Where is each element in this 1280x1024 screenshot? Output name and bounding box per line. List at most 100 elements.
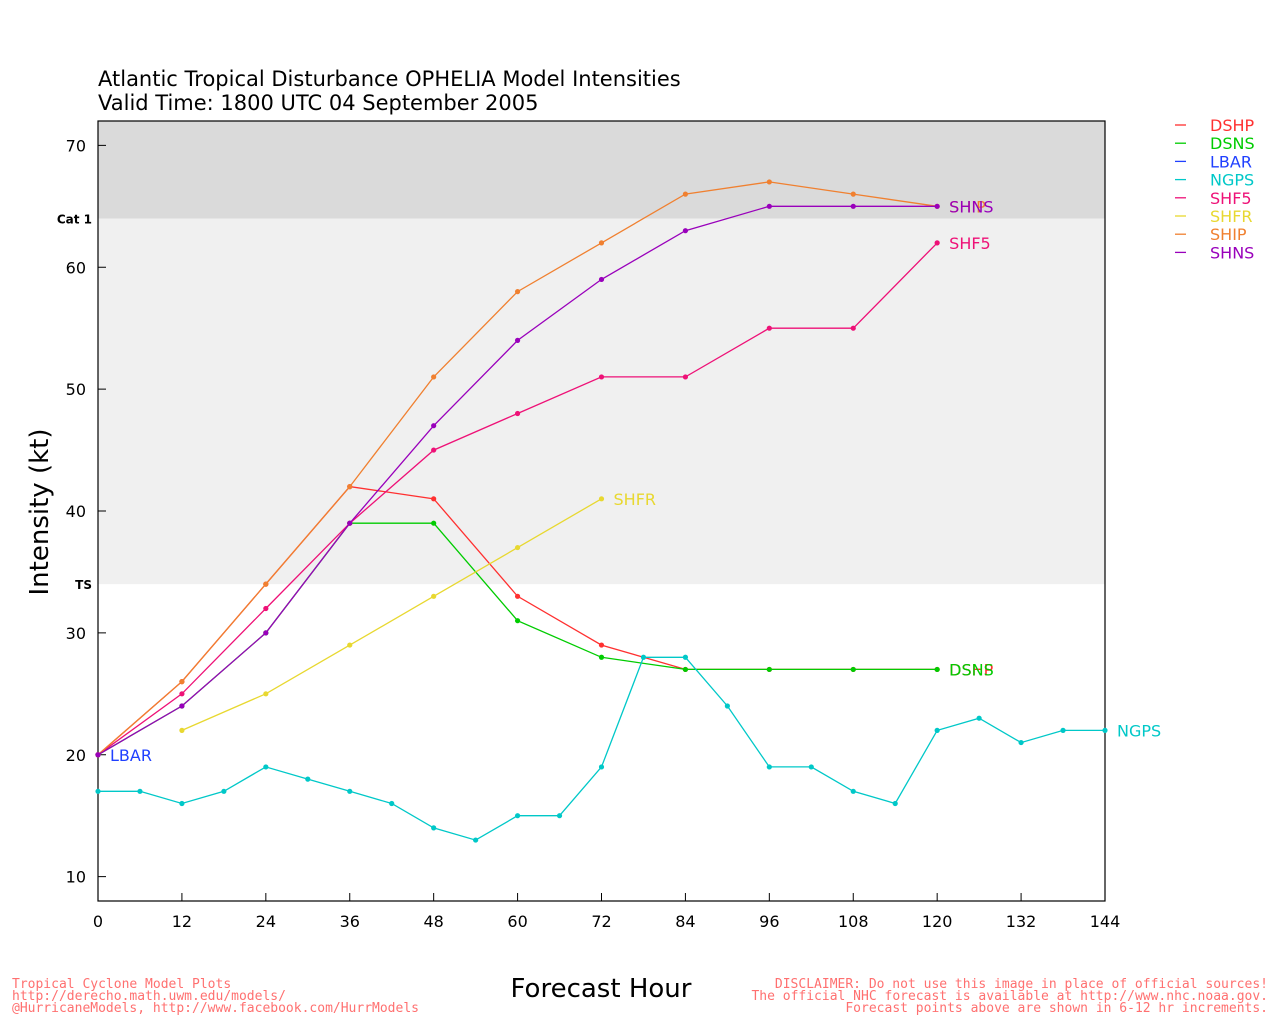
data-point-shf5 — [514, 410, 521, 417]
data-point-dsns — [682, 666, 689, 673]
data-point-shns — [598, 276, 605, 283]
data-point-shf5 — [682, 374, 689, 380]
data-point-shns — [514, 337, 521, 343]
data-point-shns — [682, 228, 689, 234]
intensity-bands: TS Cat 1 — [57, 121, 1105, 592]
y-tick-label: 40 — [66, 502, 86, 521]
data-point-shf5 — [850, 325, 856, 331]
series-lines — [95, 179, 1108, 843]
data-point-ngps — [556, 813, 563, 819]
x-tick-label: 0 — [93, 912, 103, 931]
end-label-shfr: SHFR — [614, 490, 657, 509]
footer-left: Tropical Cyclone Model Plots http://dere… — [12, 977, 419, 1016]
x-tick-label: 12 — [172, 912, 192, 931]
y-tick-label: 60 — [66, 258, 86, 277]
data-point-dsns — [514, 618, 521, 624]
data-point-ship — [598, 240, 605, 246]
legend-label-ship: SHIP — [1210, 225, 1247, 244]
data-point-dshp — [431, 496, 437, 502]
y-tick-label: 50 — [66, 380, 86, 399]
x-tick-label: 96 — [759, 912, 779, 931]
chart-title: Atlantic Tropical Disturbance OPHELIA Mo… — [98, 67, 681, 91]
data-point-shns — [766, 203, 772, 209]
chart-subtitle: Valid Time: 1800 UTC 04 September 2005 — [98, 91, 538, 115]
data-point-ship — [682, 191, 689, 197]
data-point-dsns — [766, 666, 772, 673]
data-point-dshp — [598, 642, 605, 648]
band-cat-1 — [98, 121, 1105, 219]
data-point-shfr — [514, 544, 521, 551]
data-point-ngps — [892, 800, 898, 807]
x-tick-label: 144 — [1090, 912, 1121, 931]
data-point-ngps — [1102, 727, 1108, 733]
data-point-ngps — [347, 788, 353, 794]
data-point-ngps — [95, 788, 101, 794]
data-point-shns — [934, 203, 940, 209]
y-tick-label: 10 — [66, 868, 86, 887]
data-point-shns — [263, 630, 269, 636]
y-axis-title: Intensity (kt) — [25, 429, 55, 596]
data-point-ngps — [263, 764, 269, 770]
data-point-shfr — [263, 691, 269, 697]
footer-left-line-3: @HurricaneModels, http://www.facebook.co… — [12, 1001, 419, 1016]
data-point-ngps — [389, 800, 395, 807]
data-point-shfr — [431, 593, 437, 599]
band-label: TS — [75, 578, 92, 592]
series-shns — [95, 203, 940, 758]
data-point-ngps — [724, 703, 730, 709]
end-label-dshp: DSHP — [949, 660, 994, 679]
footer-right-line-2: The official NHC forecast is available a… — [751, 989, 1268, 1004]
data-point-shns — [179, 703, 185, 709]
end-label-ship: SHIP — [949, 197, 986, 216]
x-tick-label: 84 — [675, 912, 695, 931]
end-label-lbar: LBAR — [110, 746, 152, 765]
series-line-ngps — [98, 656, 1105, 841]
series-shfr — [179, 496, 605, 733]
end-label-shf5: SHF5 — [949, 234, 991, 253]
x-tick-label: 132 — [1006, 912, 1037, 931]
y-tick-label: 30 — [66, 624, 86, 643]
x-tick-label: 36 — [340, 912, 360, 931]
data-point-ngps — [431, 825, 437, 831]
data-point-ngps — [640, 654, 647, 660]
x-tick-label: 120 — [922, 912, 953, 931]
data-point-ngps — [305, 776, 311, 782]
x-axis-title: Forecast Hour — [511, 974, 692, 1004]
data-point-dsns — [850, 666, 856, 673]
data-point-shf5 — [263, 605, 269, 612]
data-point-ngps — [221, 788, 227, 794]
end-label-dsns: DSNS — [949, 660, 994, 679]
x-tick-label: 48 — [423, 912, 443, 931]
data-point-shf5 — [934, 240, 940, 246]
legend-label-dsns: DSNS — [1210, 134, 1255, 153]
data-point-shf5 — [766, 325, 772, 331]
data-point-shns — [95, 752, 101, 758]
data-point-dsns — [431, 520, 437, 526]
data-point-shf5 — [598, 374, 605, 380]
data-point-ship — [263, 581, 269, 587]
data-point-ship — [766, 179, 772, 185]
y-axis-ticks: 10 20 30 40 50 60 70 — [66, 136, 106, 887]
legend-label-lbar: LBAR — [1210, 152, 1252, 171]
footer-left-line-2: http://derecho.math.uwm.edu/models/ — [12, 989, 286, 1004]
data-point-ship — [347, 484, 353, 490]
legend-label-shf5: SHF5 — [1210, 189, 1252, 208]
data-point-ngps — [976, 715, 982, 721]
data-point-ngps — [179, 800, 185, 807]
data-point-ngps — [1060, 727, 1066, 733]
legend-label-dshp: DSHP — [1210, 116, 1255, 135]
y-tick-label: 70 — [66, 136, 86, 155]
x-axis-ticks: 0 12 24 36 48 60 72 84 96 108 120 132 144 — [93, 893, 1120, 931]
x-tick-label: 108 — [838, 912, 869, 931]
end-label-shns: SHNS — [949, 197, 993, 216]
data-point-shfr — [598, 496, 605, 502]
data-point-ngps — [808, 764, 814, 770]
x-tick-label: 60 — [507, 912, 527, 931]
data-point-ngps — [137, 788, 143, 794]
y-tick-label: 20 — [66, 746, 86, 765]
data-point-shns — [850, 203, 856, 209]
legend-label-shns: SHNS — [1210, 243, 1254, 262]
data-point-ngps — [682, 654, 689, 660]
